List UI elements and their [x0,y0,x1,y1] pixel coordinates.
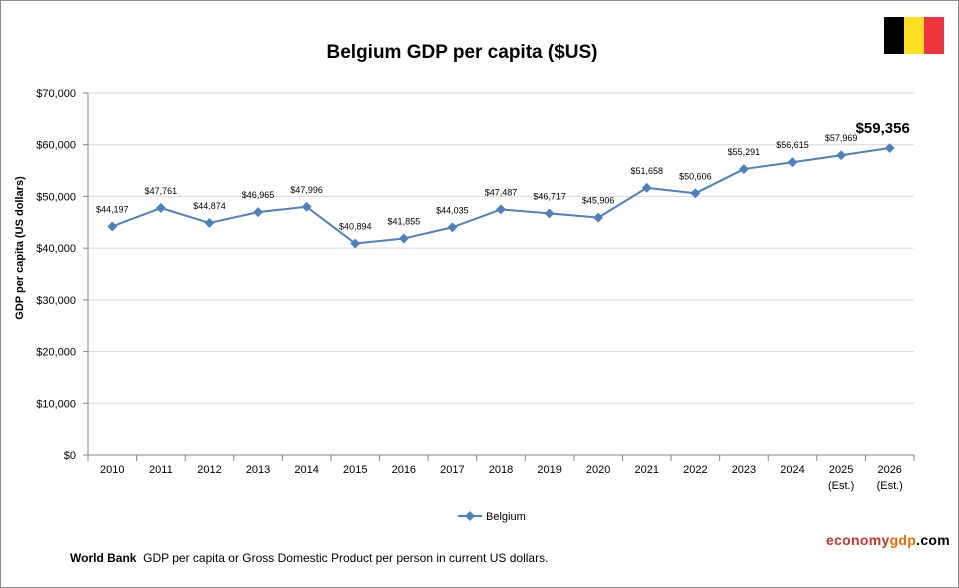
data-label: $46,717 [533,191,566,201]
y-tick-label: $30,000 [36,295,76,307]
y-tick-label: $40,000 [36,243,76,255]
x-tick-label: 2015 [343,464,367,476]
data-label-highlight: $59,356 [856,120,910,137]
x-tick-label: 2025 [829,464,853,476]
data-label: $44,197 [96,204,129,214]
y-axis-label: GDP per capita (US dollars) [14,176,26,320]
y-tick-label: $50,000 [36,191,76,203]
data-label: $44,035 [436,205,469,215]
data-point [593,212,604,223]
footnote-source: World Bank [70,551,137,565]
data-point [204,217,215,228]
series-belgium: $44,197 $47,761 $44,874 $46,965 $47,996 $40,8… [96,120,910,249]
x-tick-label: 2013 [246,464,270,476]
x-tick-label: 2010 [100,464,124,476]
data-point [155,203,166,213]
data-label: $45,906 [582,196,615,206]
data-label: $47,761 [145,186,178,196]
data-label: $50,606 [679,171,712,181]
x-tick-label: 2022 [683,464,707,476]
belgium-flag-icon [884,17,944,54]
y-tick-label: $10,000 [36,398,76,410]
data-label: $44,874 [193,201,226,211]
gridlines [88,92,914,404]
x-tick-label: 2016 [392,464,416,476]
data-label: $41,855 [388,217,421,227]
flag-stripe-yellow [904,17,924,54]
flag-stripe-black [884,17,904,54]
brand-logo: economygdp.com [826,532,950,548]
footnote: World Bank GDP per capita or Gross Domes… [70,551,548,565]
data-point [787,157,798,168]
data-label: $47,996 [290,185,323,195]
legend-label: Belgium [486,511,526,523]
x-tick-label: 2014 [294,464,318,476]
data-point [496,204,506,215]
x-tick-label: 2020 [586,464,610,476]
y-tick-label: $60,000 [36,140,76,152]
data-point [836,150,847,161]
data-label: $46,965 [242,190,275,200]
data-point [350,238,361,249]
data-point [884,143,895,153]
y-tick-label: $20,000 [36,347,76,359]
x-tick-label: 2018 [489,464,513,476]
data-point [301,201,312,212]
data-label: $56,615 [776,140,809,150]
x-tick-label: 2026 [877,464,901,476]
brand-part-gdp: gdp [889,532,917,548]
data-point [690,188,701,199]
x-tick-label: 2024 [780,464,804,476]
x-tick-label: 2023 [732,464,756,476]
data-label: $57,969 [825,133,858,143]
data-label: $40,894 [339,222,372,232]
legend-marker [465,511,475,521]
data-label: $51,658 [630,166,663,176]
x-tick-label: 2017 [440,464,464,476]
y-tick-label: $70,000 [36,88,76,100]
x-tick-sublabel: (Est.) [877,480,903,492]
flag-stripe-red [924,17,944,54]
x-tick-label: 2019 [537,464,561,476]
brand-part-economy: economy [826,532,890,548]
x-axis: 2010 2011 2012 2013 2014 2015 2016 2017 2018 2019… [87,93,915,492]
data-point [738,164,749,175]
legend: Belgium [458,511,526,523]
data-point [641,182,652,193]
data-point [544,208,555,219]
chart-title: Belgium GDP per capita ($US) [327,42,598,63]
x-tick-label: 2021 [635,464,659,476]
brand-part-com: .com [916,532,951,548]
x-tick-label: 2012 [197,464,221,476]
data-label: $55,291 [728,147,761,157]
y-axis-ticks: $0 $10,000 $20,000 $30,000 $40,000 $50,000 $60… [36,88,88,462]
data-point [398,233,409,244]
x-tick-label: 2011 [149,464,173,476]
data-point [253,207,264,218]
data-point [107,221,118,232]
data-point [447,222,458,233]
footnote-text: GDP per capita or Gross Domestic Product… [143,551,549,565]
data-label: $47,487 [485,187,518,197]
y-tick-label: $0 [64,450,76,462]
x-tick-sublabel: (Est.) [828,480,854,492]
